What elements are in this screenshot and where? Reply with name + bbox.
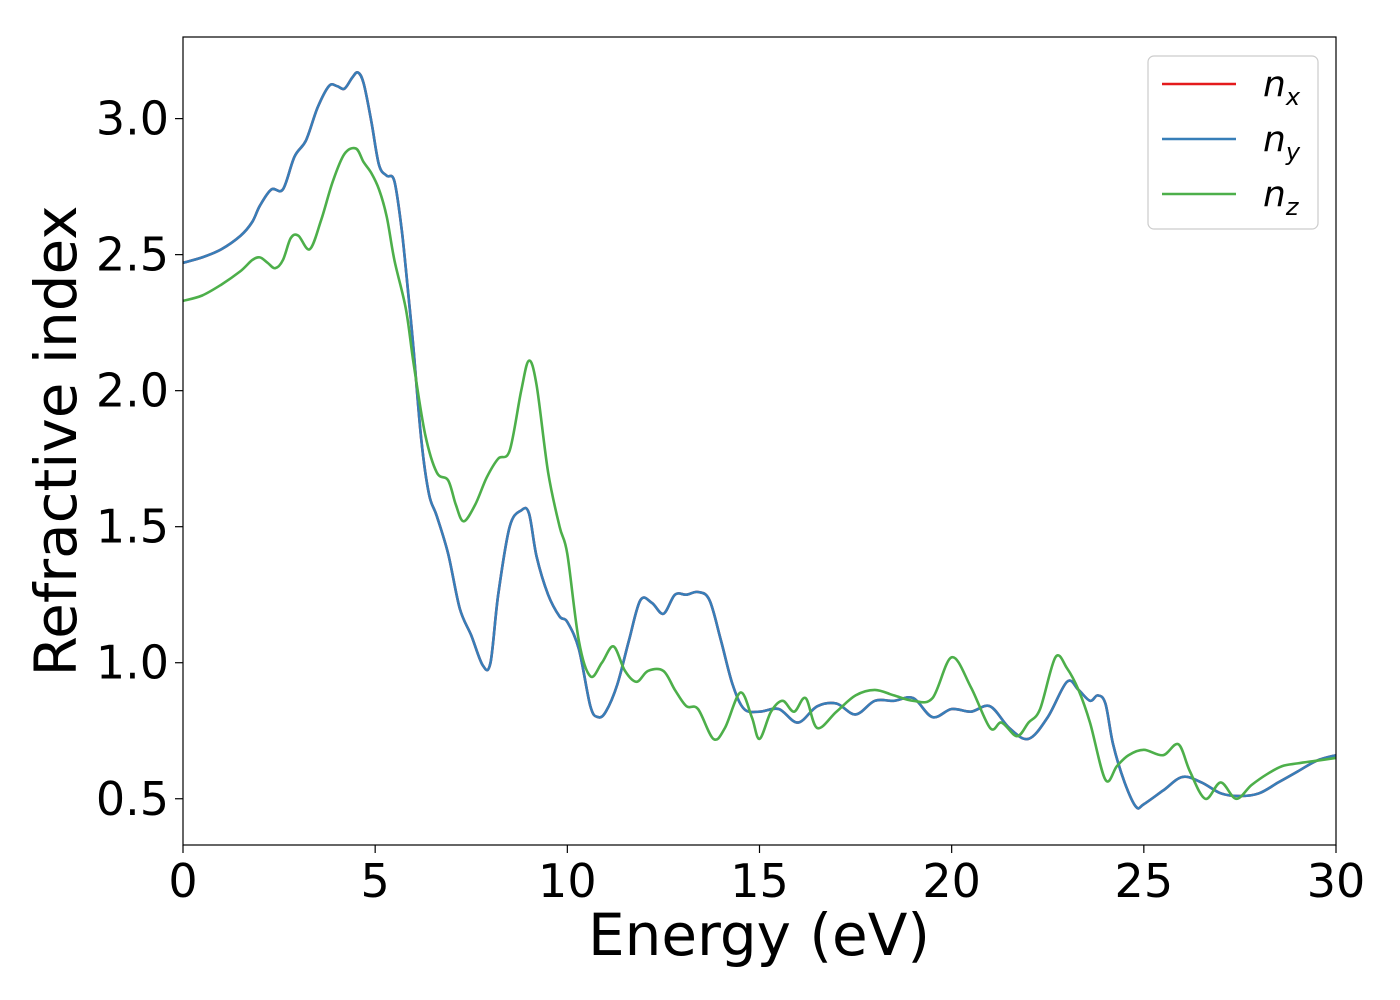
x-tick-label: 0: [168, 854, 197, 908]
x-axis: 0 5 10 15 20 25 30: [168, 845, 1365, 908]
x-tick-label: 25: [1115, 854, 1174, 908]
series-line-ny: [183, 70, 1336, 810]
y-tick-label: 0.5: [96, 772, 169, 826]
x-tick-label: 30: [1307, 854, 1366, 908]
y-tick-label: 1.5: [96, 500, 169, 554]
series-layer: [183, 70, 1336, 810]
x-tick-label: 10: [538, 854, 597, 908]
x-tick-label: 5: [361, 854, 390, 908]
y-tick-label: 3.0: [96, 92, 169, 146]
x-axis-title: Energy (eV): [588, 901, 930, 969]
legend-box: [1147, 55, 1319, 230]
y-axis-title: Refractive index: [22, 205, 90, 676]
y-axis: 0.5 1.0 1.5 2.0 2.5 3.0: [96, 92, 183, 826]
y-tick-label: 2.5: [96, 228, 169, 282]
series-line-nz: [183, 146, 1336, 801]
y-tick-label: 1.0: [96, 636, 169, 690]
y-tick-label: 2.0: [96, 364, 169, 418]
x-tick-label: 20: [922, 854, 981, 908]
x-tick-label: 15: [730, 854, 789, 908]
